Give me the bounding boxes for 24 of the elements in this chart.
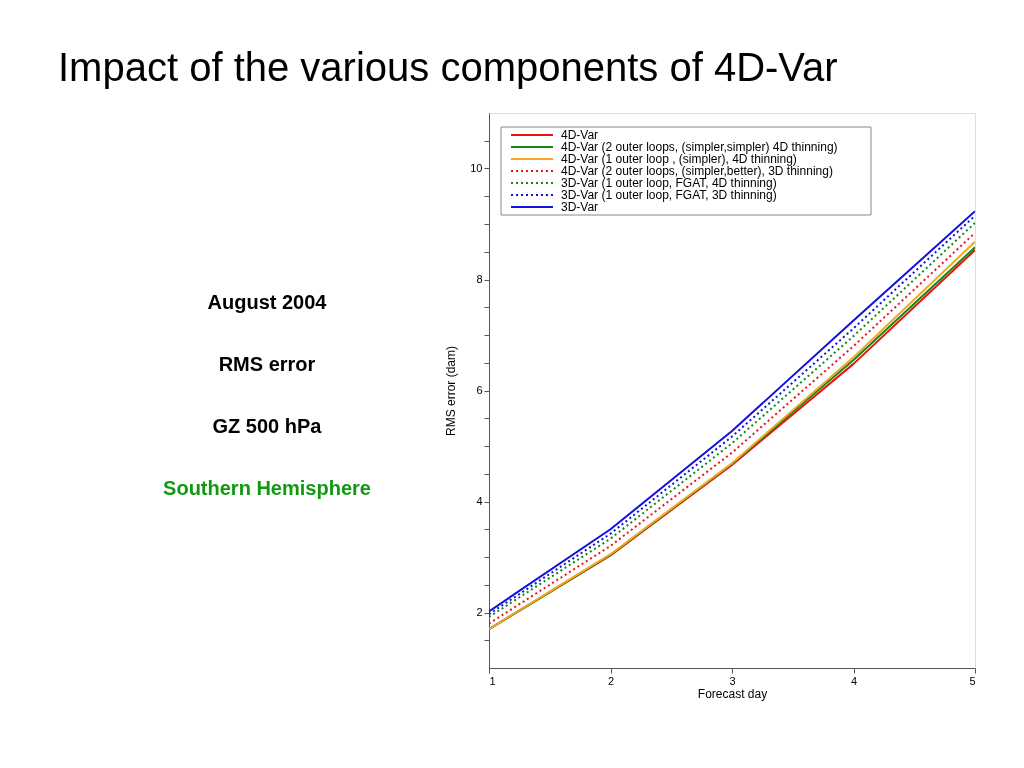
legend-label: 3D-Var (1 outer loop, FGAT, 3D thinning) [561,188,777,202]
y-axis-title: RMS error (dam) [444,345,459,437]
legend-label: 3D-Var (1 outer loop, FGAT, 4D thinning) [561,176,777,190]
x-tick-label: 2 [607,674,615,687]
x-tick-label: 4 [850,674,858,687]
text: GZ 500 hPa [212,415,323,437]
legend-label: 4D-Var [561,128,599,142]
text: RMS error [218,353,316,375]
legend-label: 4D-Var (2 outer loops, (simpler,simpler) 4D thinning) [561,140,838,154]
legend-label: 3D-Var [561,200,599,214]
chart-title: Impact of the various components of 4D-Var [58,45,838,89]
legend-label: 4D-Var (1 outer loop , (simpler), 4D thinning) [561,152,797,166]
y-tick-label: 4 [476,495,483,507]
y-tick-label: 10 [470,162,483,174]
x-axis-title: Forecast day [697,686,768,701]
x-tick-label: 5 [969,674,976,687]
y-tick-label: 6 [476,384,483,396]
x-tick-label: 3 [729,674,736,687]
text: Southern Hemisphere [163,477,371,499]
legend-label: 4D-Var (2 outer loops, (simpler,better), 3D thinning) [561,164,833,178]
text: August 2004 [207,291,328,313]
y-tick-label: 8 [476,273,483,285]
y-tick-label: 2 [476,606,483,618]
x-tick-label: 1 [489,674,496,687]
